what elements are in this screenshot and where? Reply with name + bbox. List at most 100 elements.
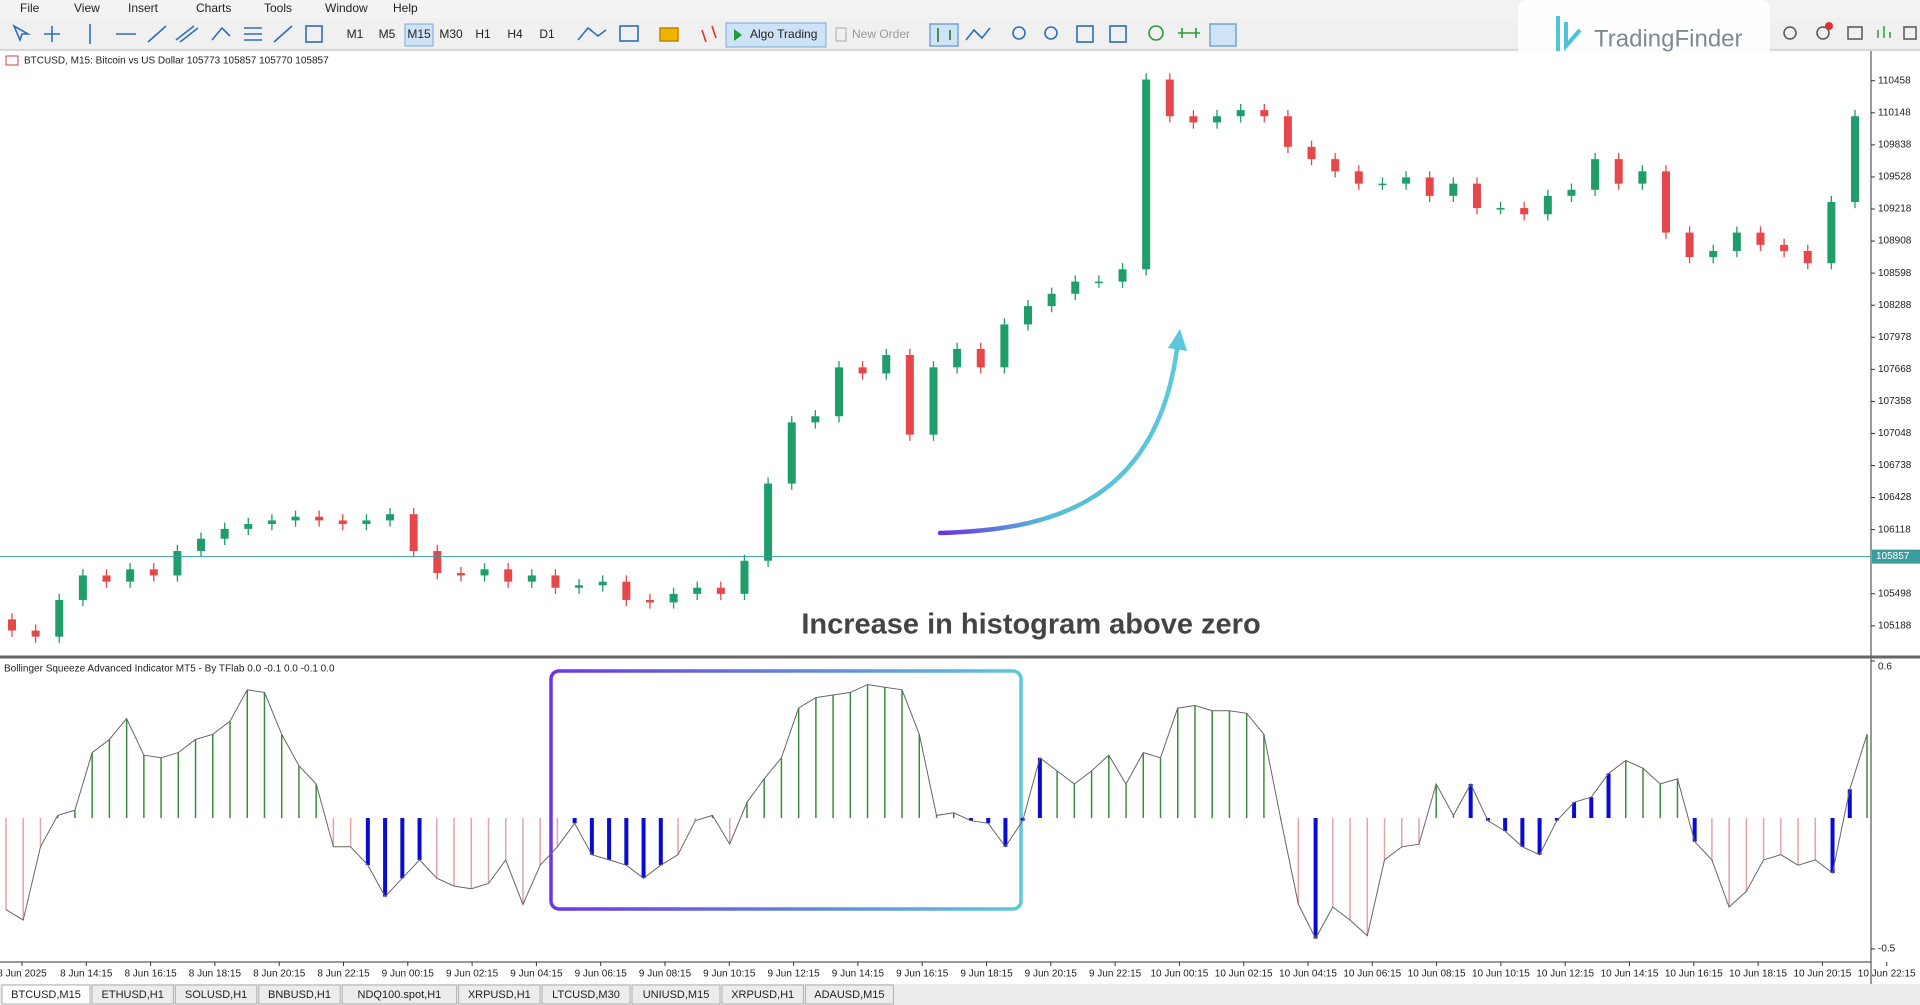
menu-item[interactable]: Charts	[196, 1, 231, 15]
signals-icon[interactable]	[1877, 26, 1891, 38]
candle-body	[1472, 183, 1481, 209]
timeframe-button[interactable]: H4	[507, 27, 523, 41]
symbol-tab[interactable]	[1, 984, 91, 1005]
options-icon[interactable]	[1148, 25, 1164, 41]
price-label: 110148	[1878, 107, 1911, 118]
toolbar-icons	[12, 23, 1237, 47]
menu-item[interactable]: Tools	[264, 1, 292, 15]
menu-item[interactable]: Insert	[128, 1, 159, 15]
candle-body	[929, 367, 938, 435]
window-icons	[1783, 22, 1917, 40]
symbol-tab[interactable]	[541, 984, 631, 1005]
timeframe-button[interactable]: M5	[379, 27, 396, 41]
shapes-icon[interactable]	[273, 25, 293, 43]
chat-icon[interactable]	[1847, 26, 1863, 40]
time-label: 10 Jun 18:15	[1729, 969, 1787, 980]
candle-body	[55, 599, 64, 637]
candle-body	[1449, 183, 1458, 196]
algo-trading-label: Algo Trading	[750, 27, 817, 41]
time-label: 9 Jun 06:15	[575, 969, 628, 980]
symbol-tab[interactable]	[258, 984, 341, 1005]
price-label: 108288	[1878, 300, 1912, 311]
candle-body	[1142, 79, 1151, 270]
current-price-label: 105857	[1876, 551, 1910, 562]
timeframe-button[interactable]: D1	[539, 27, 555, 41]
candle-body	[456, 573, 465, 576]
menu-item[interactable]: Help	[393, 1, 418, 15]
highlight-box	[549, 669, 1023, 911]
algo-trading-button[interactable]	[725, 22, 827, 48]
candle-body	[976, 348, 985, 368]
shift-icon[interactable]	[1178, 28, 1200, 38]
zoom-out[interactable]	[1044, 26, 1058, 40]
notify-icon[interactable]	[1816, 26, 1830, 40]
candle-body	[858, 367, 867, 374]
candle-body	[267, 520, 276, 525]
time-label: 10 Jun 14:15	[1601, 969, 1659, 980]
crosshair-icon[interactable]	[44, 26, 60, 42]
template-icon[interactable]	[619, 25, 639, 42]
symbol-tab[interactable]	[174, 984, 258, 1005]
symbol-tab[interactable]	[804, 984, 894, 1005]
trade-icon[interactable]	[701, 25, 717, 43]
time-label: 10 Jun 02:15	[1215, 969, 1273, 980]
candle-body	[1307, 146, 1316, 160]
pitchfork-icon[interactable]	[211, 26, 231, 41]
candle-body	[386, 514, 395, 521]
candle-body	[575, 585, 584, 588]
indicators-icon[interactable]	[577, 26, 607, 41]
chart-header: BTCUSD, M15: Bitcoin vs US Dollar 105773…	[24, 56, 329, 67]
objects-icon[interactable]	[305, 25, 323, 43]
candle-body	[1614, 159, 1623, 184]
timeframe-button[interactable]: M15	[407, 27, 431, 41]
search-icon[interactable]	[1783, 26, 1797, 40]
symbol-tab[interactable]	[631, 984, 721, 1005]
price-label: 109218	[1878, 204, 1912, 215]
autoscroll-icon[interactable]	[1209, 23, 1237, 47]
folder-icon[interactable]	[659, 27, 679, 42]
candle-body	[1378, 183, 1387, 186]
timeframe-button[interactable]: M1	[347, 27, 364, 41]
cursor-icon[interactable]	[12, 24, 32, 43]
menu-item[interactable]: File	[20, 1, 40, 15]
timeframe-button[interactable]: M30	[439, 27, 463, 41]
symbol-tab-label: UNIUSD,M15	[643, 989, 710, 1001]
candle-body	[1260, 110, 1269, 117]
current-price-box	[1872, 549, 1920, 564]
candle-body	[315, 516, 324, 521]
menu-item[interactable]: View	[74, 1, 100, 15]
menu-item[interactable]: Window	[325, 1, 368, 15]
candle-body	[669, 593, 678, 603]
symbol-tab[interactable]	[458, 984, 541, 1005]
candle-body	[834, 367, 843, 417]
time-label: 10 Jun 04:15	[1279, 969, 1337, 980]
profile-icon[interactable]	[1903, 26, 1917, 40]
candle-body	[78, 575, 87, 600]
new-order-button[interactable]: New Order	[852, 27, 910, 41]
indicator-tick-label: -0.5	[1878, 944, 1896, 955]
candle-body	[622, 581, 631, 600]
timeframe-button[interactable]: H1	[475, 27, 491, 41]
candle-body	[1213, 116, 1222, 123]
time-label: 9 Jun 08:15	[639, 969, 692, 980]
time-label: 9 Jun 02:15	[446, 969, 499, 980]
tile-icon[interactable]	[1076, 25, 1094, 43]
candle-body	[1189, 116, 1198, 123]
channel-icon[interactable]	[175, 25, 199, 43]
zoom-in[interactable]	[1012, 26, 1026, 40]
screenshot-icon[interactable]	[1109, 25, 1127, 43]
fibo-icon[interactable]	[244, 27, 262, 41]
candle-mode[interactable]	[929, 23, 959, 47]
candle-body	[1803, 250, 1812, 264]
price-label: 105498	[1878, 588, 1912, 599]
candle-body	[1638, 171, 1647, 184]
candle-body	[1331, 159, 1340, 172]
symbol-tab[interactable]	[91, 984, 174, 1005]
menu-bar	[0, 0, 1920, 18]
symbol-tab[interactable]	[341, 984, 458, 1005]
symbol-tab[interactable]	[721, 984, 804, 1005]
time-label: 10 Jun 12:15	[1536, 969, 1594, 980]
line-mode[interactable]	[965, 27, 991, 41]
trendline-icon[interactable]	[147, 25, 167, 43]
